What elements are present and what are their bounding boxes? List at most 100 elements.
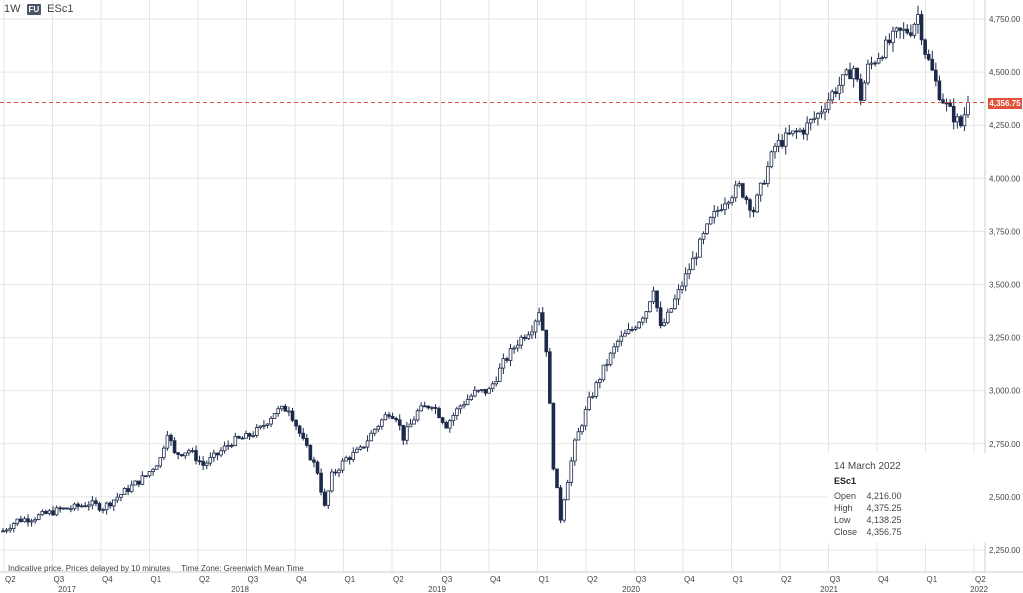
- candle-body: [362, 446, 366, 449]
- candle-body: [894, 27, 899, 32]
- candle-body: [780, 140, 784, 147]
- candle-body: [726, 201, 731, 205]
- y-tick-label: 4,750.00: [989, 15, 1021, 24]
- candle-body: [369, 432, 373, 442]
- candle-body: [312, 459, 316, 463]
- candle-body: [440, 417, 445, 423]
- candle-body: [126, 488, 130, 493]
- candle-body: [615, 340, 620, 348]
- x-tick-label: Q1: [927, 575, 938, 584]
- candle-body: [515, 344, 520, 349]
- candle-body: [333, 471, 338, 474]
- candle-body: [862, 82, 867, 101]
- current-price-tag: 4,356.75: [988, 97, 1022, 109]
- candle-body: [158, 457, 163, 467]
- candle-body: [115, 496, 120, 501]
- candle-body: [555, 468, 559, 489]
- candle-body: [36, 514, 41, 520]
- candle-body: [909, 32, 913, 36]
- candle-body: [687, 269, 692, 275]
- candle-body: [58, 507, 62, 510]
- candle-body: [544, 329, 549, 353]
- candle-body: [326, 490, 331, 506]
- infobox-close-row: Close 4,356.75: [834, 527, 902, 537]
- candle-body: [355, 448, 359, 453]
- candle-body: [540, 312, 545, 331]
- candle-body: [215, 452, 220, 456]
- candle-body: [308, 444, 313, 461]
- x-tick-label: Q3: [830, 575, 841, 584]
- candle-body: [587, 396, 591, 411]
- candle-body: [808, 119, 813, 124]
- candle-body: [519, 336, 524, 346]
- candle-body: [505, 358, 509, 361]
- candle-body: [762, 182, 767, 185]
- candle-body: [29, 520, 34, 523]
- candle-body: [430, 407, 434, 409]
- candle-body: [837, 84, 842, 94]
- candle-body: [930, 58, 935, 71]
- candle-body: [451, 415, 456, 422]
- candle-body: [212, 452, 216, 458]
- candle-body: [490, 383, 495, 390]
- candle-body: [111, 499, 116, 507]
- candle-body: [47, 510, 52, 514]
- infobox-low-row: Low 4,138.25: [834, 515, 902, 525]
- candle-body: [1, 530, 5, 533]
- candle-body: [319, 472, 323, 493]
- candle-body: [222, 445, 227, 452]
- candle-body: [712, 211, 717, 218]
- candle-body: [351, 451, 356, 460]
- candle-body: [97, 503, 102, 511]
- candle-body: [959, 116, 963, 127]
- candle-body: [344, 457, 348, 462]
- candle-body: [883, 39, 888, 58]
- candle-body: [755, 194, 759, 213]
- candle-body: [719, 209, 724, 212]
- candle-body: [101, 509, 105, 512]
- infobox-high-row: High 4,375.25: [834, 503, 902, 513]
- symbol-label[interactable]: ESc1: [47, 3, 74, 15]
- candle-body: [497, 367, 502, 382]
- y-tick-label: 4,500.00: [989, 68, 1021, 77]
- candle-body: [523, 336, 527, 339]
- candle-body: [140, 475, 145, 485]
- candle-body: [169, 434, 173, 442]
- candle-body: [204, 462, 209, 466]
- candle-body: [197, 460, 202, 463]
- candle-body: [472, 389, 477, 397]
- candle-body: [801, 129, 806, 135]
- candle-body: [65, 507, 70, 510]
- candle-body: [730, 197, 734, 203]
- candle-body: [533, 320, 538, 333]
- candle-body: [201, 460, 205, 466]
- candle-body: [297, 425, 302, 434]
- footer-note: Indicative price. Prices delayed by 10 m…: [8, 564, 304, 573]
- x-tick-label: Q3: [636, 575, 647, 584]
- candle-body: [394, 418, 398, 421]
- open-label: Open: [834, 491, 857, 501]
- candle-body: [469, 395, 474, 400]
- candle-body: [347, 457, 352, 460]
- candle-body: [844, 69, 849, 76]
- candle-body: [590, 395, 595, 398]
- candle-body: [926, 53, 931, 60]
- candle-body: [187, 450, 191, 454]
- close-value: 4,356.75: [866, 527, 902, 537]
- candle-body: [773, 145, 777, 153]
- candle-body: [154, 465, 159, 470]
- interval-label[interactable]: 1W: [4, 3, 21, 15]
- candle-body: [233, 436, 238, 446]
- candle-body: [951, 105, 956, 123]
- x-tick-label: Q4: [102, 575, 113, 584]
- candle-body: [562, 499, 566, 521]
- candle-body: [548, 351, 552, 404]
- candle-body: [465, 399, 470, 405]
- candle-body: [669, 308, 674, 313]
- candle-body: [898, 27, 902, 31]
- candle-body: [254, 427, 259, 436]
- x-tick-label: Q2: [199, 575, 210, 584]
- candle-body: [690, 257, 695, 271]
- candle-body: [812, 117, 817, 120]
